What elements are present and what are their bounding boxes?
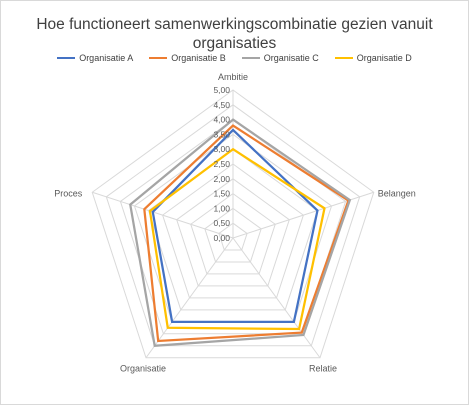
axis-spoke-relatie — [232, 237, 321, 359]
legend-label-organisatie-d: Organisatie D — [356, 53, 412, 63]
legend-label-organisatie-b: Organisatie B — [171, 53, 226, 63]
tick-label: 0,50 — [213, 218, 230, 228]
tick-label: 4,00 — [213, 115, 230, 125]
tick-label: 1,00 — [213, 203, 230, 213]
legend-swatch-organisatie-a — [57, 57, 76, 59]
axis-label-relatie: Relatie — [309, 364, 337, 374]
series-line-organisatie-d — [148, 147, 326, 331]
series-line-organisatie-a — [151, 128, 319, 323]
legend-label-organisatie-c: Organisatie C — [263, 53, 319, 63]
axis-label-proces: Proces — [54, 188, 83, 198]
axis-spoke-belangen — [232, 191, 374, 239]
axis-spoke-organisatie — [145, 237, 234, 359]
tick-label: 0,00 — [213, 233, 230, 243]
axis-label-belangen: Belangen — [378, 188, 416, 198]
grid-ring-1 — [218, 222, 248, 251]
axis-label-ambitie: Ambitie — [218, 72, 248, 82]
legend-item-organisatie-c: Organisatie C — [241, 53, 319, 63]
legend: Organisatie A Organisatie B Organisatie … — [1, 53, 468, 63]
legend-swatch-organisatie-b — [149, 57, 168, 59]
grid-ring-10 — [91, 89, 375, 359]
tick-label: 1,50 — [213, 189, 230, 199]
grid-ring-4 — [176, 178, 290, 287]
chart-title: Hoe functioneert samenwerkingscombinatie… — [36, 16, 433, 52]
tick-label: 2,50 — [213, 159, 230, 169]
tick-label: 4,50 — [213, 100, 230, 110]
legend-item-organisatie-b: Organisatie B — [149, 53, 226, 63]
grid-ring-3 — [190, 192, 276, 275]
series-line-organisatie-c — [129, 118, 352, 347]
series-line-organisatie-b — [143, 124, 350, 343]
grid-ring-2 — [204, 207, 262, 263]
legend-label-organisatie-a: Organisatie A — [79, 53, 134, 63]
tick-label: 5,00 — [213, 85, 230, 95]
tick-label: 3,50 — [213, 129, 230, 139]
tick-label: 2,00 — [213, 174, 230, 184]
tick-label: 3,00 — [213, 144, 230, 154]
legend-item-organisatie-a: Organisatie A — [57, 53, 133, 63]
axis-spoke-proces — [92, 191, 234, 239]
grid-ring-9 — [105, 104, 361, 347]
axis-label-organisatie: Organisatie — [120, 364, 166, 374]
grid-ring-5 — [162, 163, 304, 299]
legend-item-organisatie-d: Organisatie D — [334, 53, 412, 63]
legend-swatch-organisatie-c — [241, 57, 260, 59]
legend-swatch-organisatie-d — [334, 57, 353, 59]
